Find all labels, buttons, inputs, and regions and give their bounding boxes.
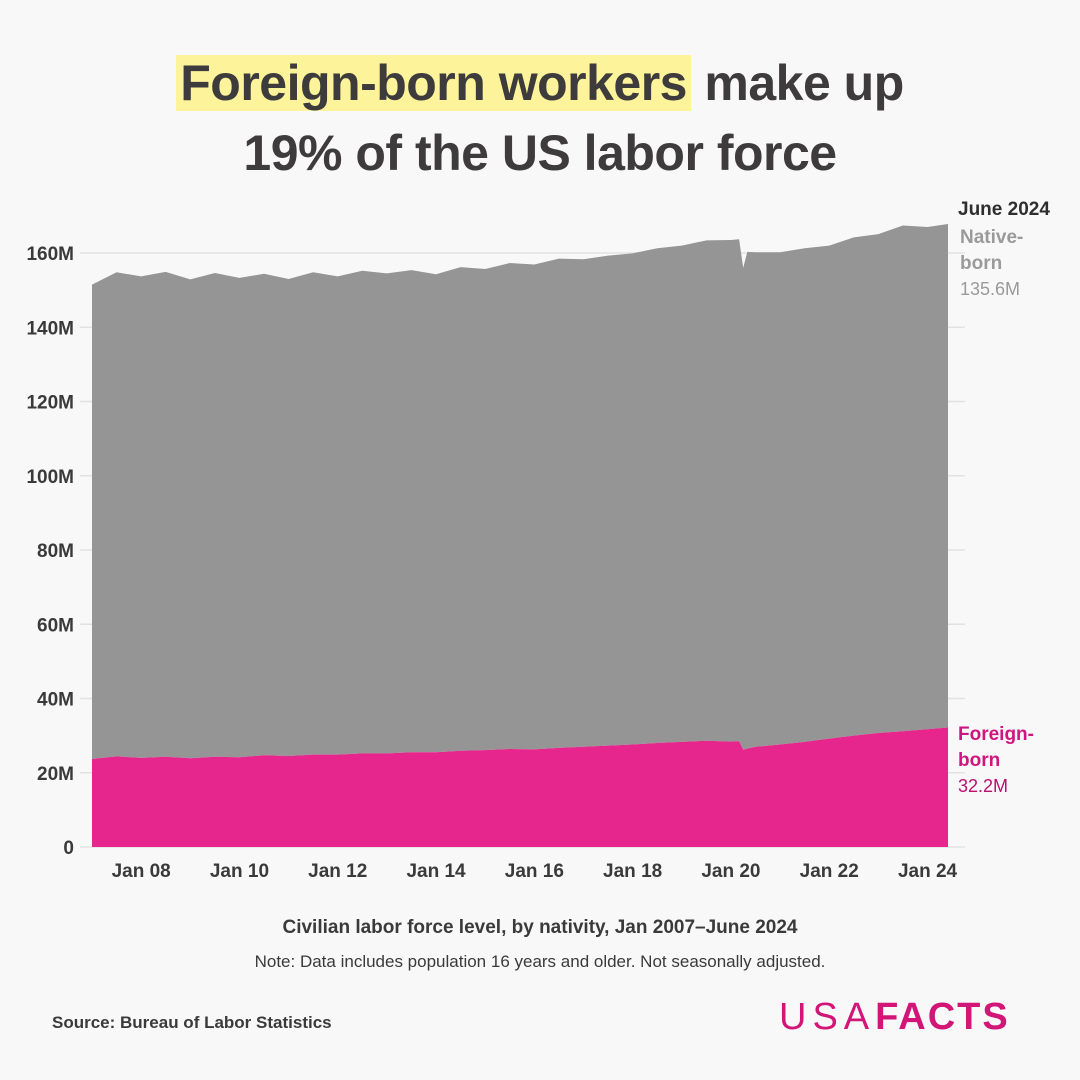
native-born-label-line1: Native- [960,227,1024,248]
y-tick-label: 160M [26,244,74,265]
native-born-area [92,224,948,759]
y-tick-label: 140M [26,318,74,339]
logo-facts: FACTS [875,996,1010,1038]
y-tick-label: 40M [37,690,74,711]
chart-areas [92,224,948,847]
x-tick-label: Jan 20 [701,861,760,882]
usafacts-logo: USAFACTS [779,996,1010,1039]
x-tick-label: Jan 22 [800,861,859,882]
native-born-label: Native- born [960,225,1070,277]
chart-subtitle: Civilian labor force level, by nativity,… [282,917,798,938]
source-text: Source: Bureau of Labor Statistics [52,1013,332,1032]
x-axis: Jan 08 Jan 10 Jan 12 Jan 14 Jan 16 Jan 18 Jan … [112,861,958,882]
x-tick-label: Jan 14 [406,861,466,882]
y-tick-label: 120M [26,393,74,414]
native-born-label-line2: born [960,253,1003,274]
y-tick-label: 60M [37,615,74,636]
title-rest: make up [690,55,904,111]
x-tick-label: Jan 18 [603,861,662,882]
x-tick-label: Jan 12 [308,861,367,882]
title-line2: 19% of the US labor force [243,125,837,181]
y-tick-label: 80M [37,541,74,562]
foreign-born-label-line2: born [958,750,1001,771]
x-tick-label: Jan 10 [210,861,269,882]
foreign-born-label: Foreign- born [958,722,1068,774]
y-tick-label: 100M [26,467,74,488]
title-highlight: Foreign-born workers [176,55,691,111]
x-tick-label: Jan 16 [505,861,564,882]
chart-title: Foreign-born workers make up 19% of the … [0,48,1080,188]
native-born-value: 135.6M [960,279,1021,299]
foreign-born-label-line1: Foreign- [958,724,1034,745]
x-tick-label: Jan 08 [112,861,171,882]
y-axis: 0 20M 40M 60M 80M 100M 120M 140M 160M [26,244,74,859]
y-tick-label: 20M [37,764,74,785]
foreign-born-value: 32.2M [958,776,1009,796]
chart-note: Note: Data includes population 16 years … [254,952,826,971]
x-tick-label: Jan 24 [898,861,958,882]
logo-usa: USA [779,996,876,1038]
y-tick-label: 0 [63,838,74,859]
latest-date-label: June 2024 [958,199,1050,220]
foreign-born-area [92,727,948,847]
